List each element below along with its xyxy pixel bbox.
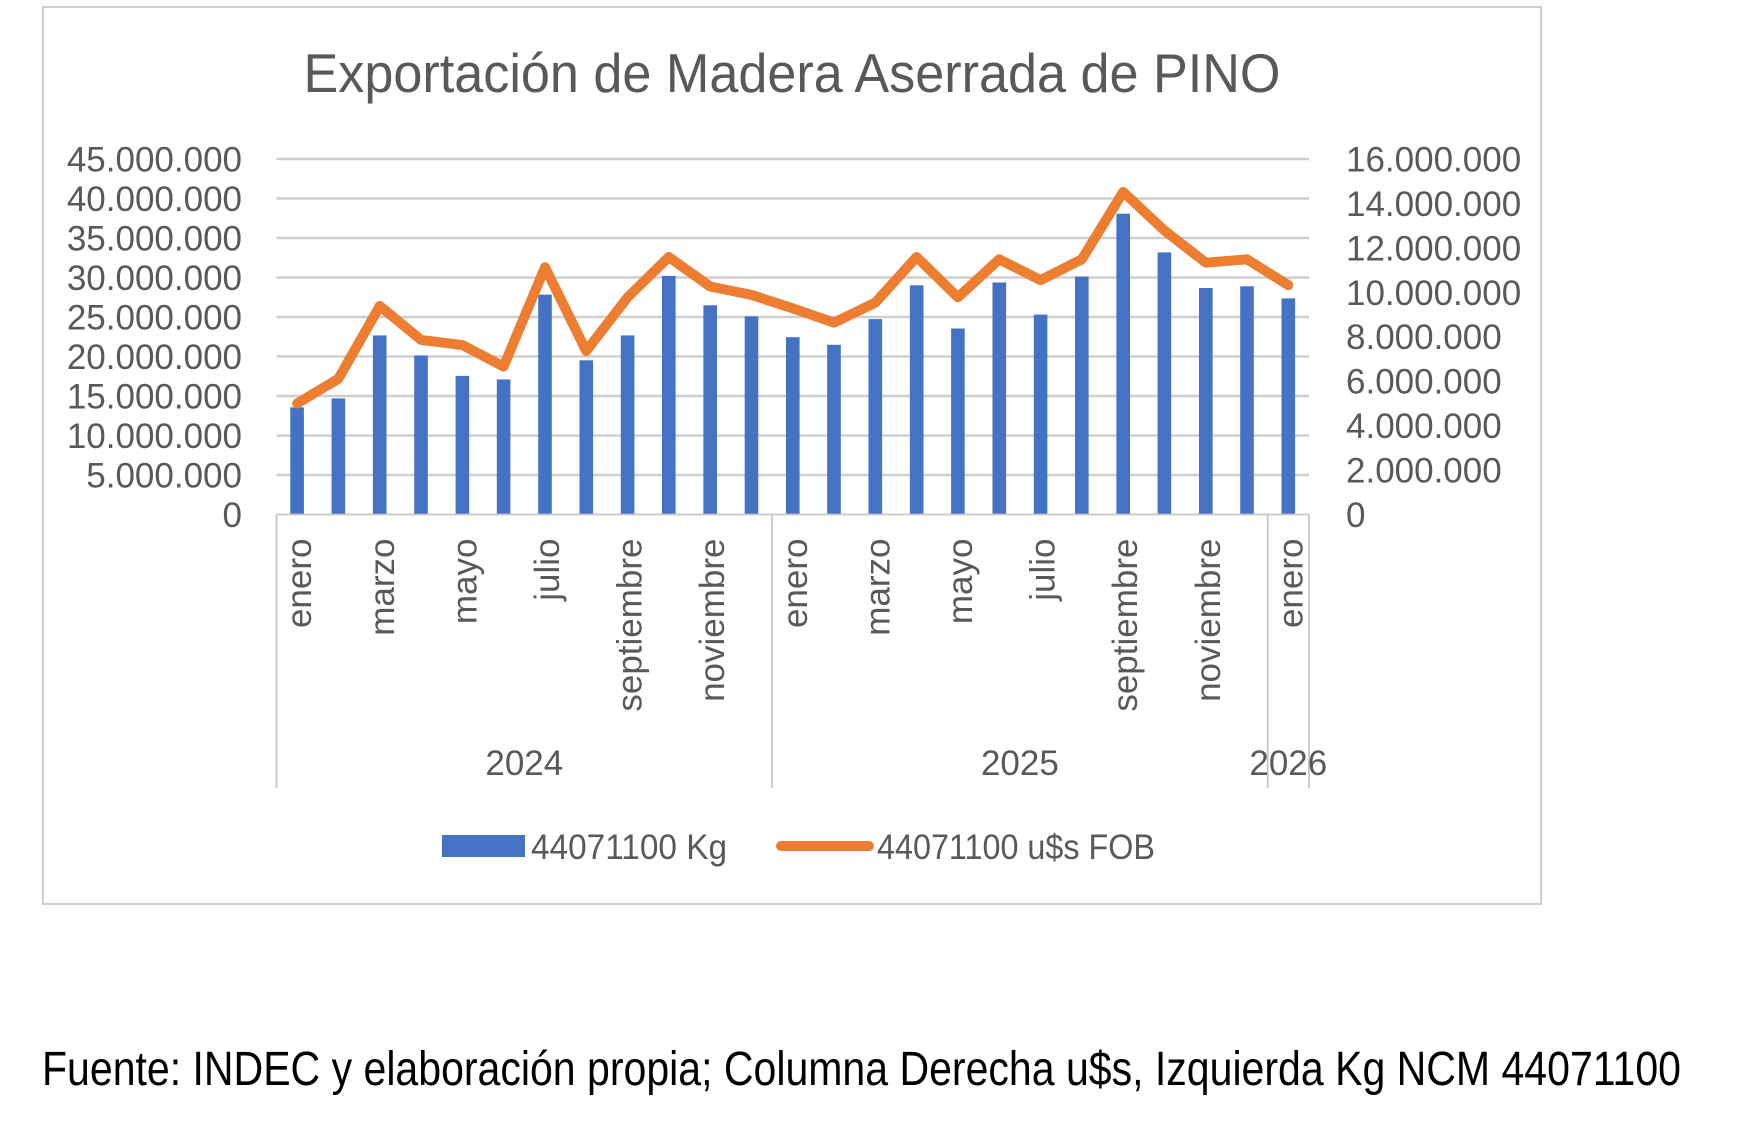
svg-text:25.000.000: 25.000.000	[67, 299, 242, 338]
svg-text:35.000.000: 35.000.000	[67, 220, 242, 259]
svg-text:mayo: mayo	[445, 539, 484, 625]
svg-text:12.000.000: 12.000.000	[1346, 229, 1521, 268]
svg-text:14.000.000: 14.000.000	[1346, 185, 1521, 224]
svg-text:5.000.000: 5.000.000	[86, 457, 242, 496]
svg-text:8.000.000: 8.000.000	[1346, 318, 1502, 357]
svg-text:julio: julio	[528, 539, 567, 602]
svg-text:noviembre: noviembre	[1189, 539, 1228, 702]
svg-text:4.000.000: 4.000.000	[1346, 407, 1502, 446]
svg-text:15.000.000: 15.000.000	[67, 378, 242, 417]
svg-text:enero: enero	[1271, 539, 1310, 629]
svg-text:mayo: mayo	[941, 539, 980, 625]
svg-text:2024: 2024	[485, 744, 563, 783]
svg-text:40.000.000: 40.000.000	[67, 180, 242, 219]
svg-text:Exportación de Madera Aserrada: Exportación de Madera Aserrada de PINO	[304, 42, 1281, 104]
svg-text:30.000.000: 30.000.000	[67, 259, 242, 298]
svg-text:10.000.000: 10.000.000	[67, 417, 242, 456]
svg-text:marzo: marzo	[363, 539, 402, 636]
svg-text:10.000.000: 10.000.000	[1346, 274, 1521, 313]
svg-text:2.000.000: 2.000.000	[1346, 452, 1502, 491]
svg-text:2026: 2026	[1249, 744, 1327, 783]
svg-text:0: 0	[1346, 496, 1365, 535]
svg-text:2025: 2025	[981, 744, 1059, 783]
svg-text:Fuente: INDEC y elaboración pr: Fuente: INDEC y elaboración propia; Colu…	[42, 1043, 1681, 1096]
svg-text:enero: enero	[776, 539, 815, 629]
svg-text:noviembre: noviembre	[693, 539, 732, 702]
svg-text:septiembre: septiembre	[611, 539, 650, 712]
svg-text:6.000.000: 6.000.000	[1346, 363, 1502, 402]
svg-text:septiembre: septiembre	[1106, 539, 1145, 712]
svg-text:0: 0	[223, 496, 242, 535]
svg-text:45.000.000: 45.000.000	[67, 141, 242, 180]
svg-text:enero: enero	[280, 539, 319, 629]
svg-text:16.000.000: 16.000.000	[1346, 141, 1521, 180]
svg-text:julio: julio	[1024, 539, 1063, 602]
svg-text:marzo: marzo	[858, 539, 897, 636]
svg-text:44071100 u$s FOB: 44071100 u$s FOB	[877, 828, 1155, 867]
svg-text:20.000.000: 20.000.000	[67, 338, 242, 377]
svg-text:44071100 Kg: 44071100 Kg	[531, 828, 727, 867]
